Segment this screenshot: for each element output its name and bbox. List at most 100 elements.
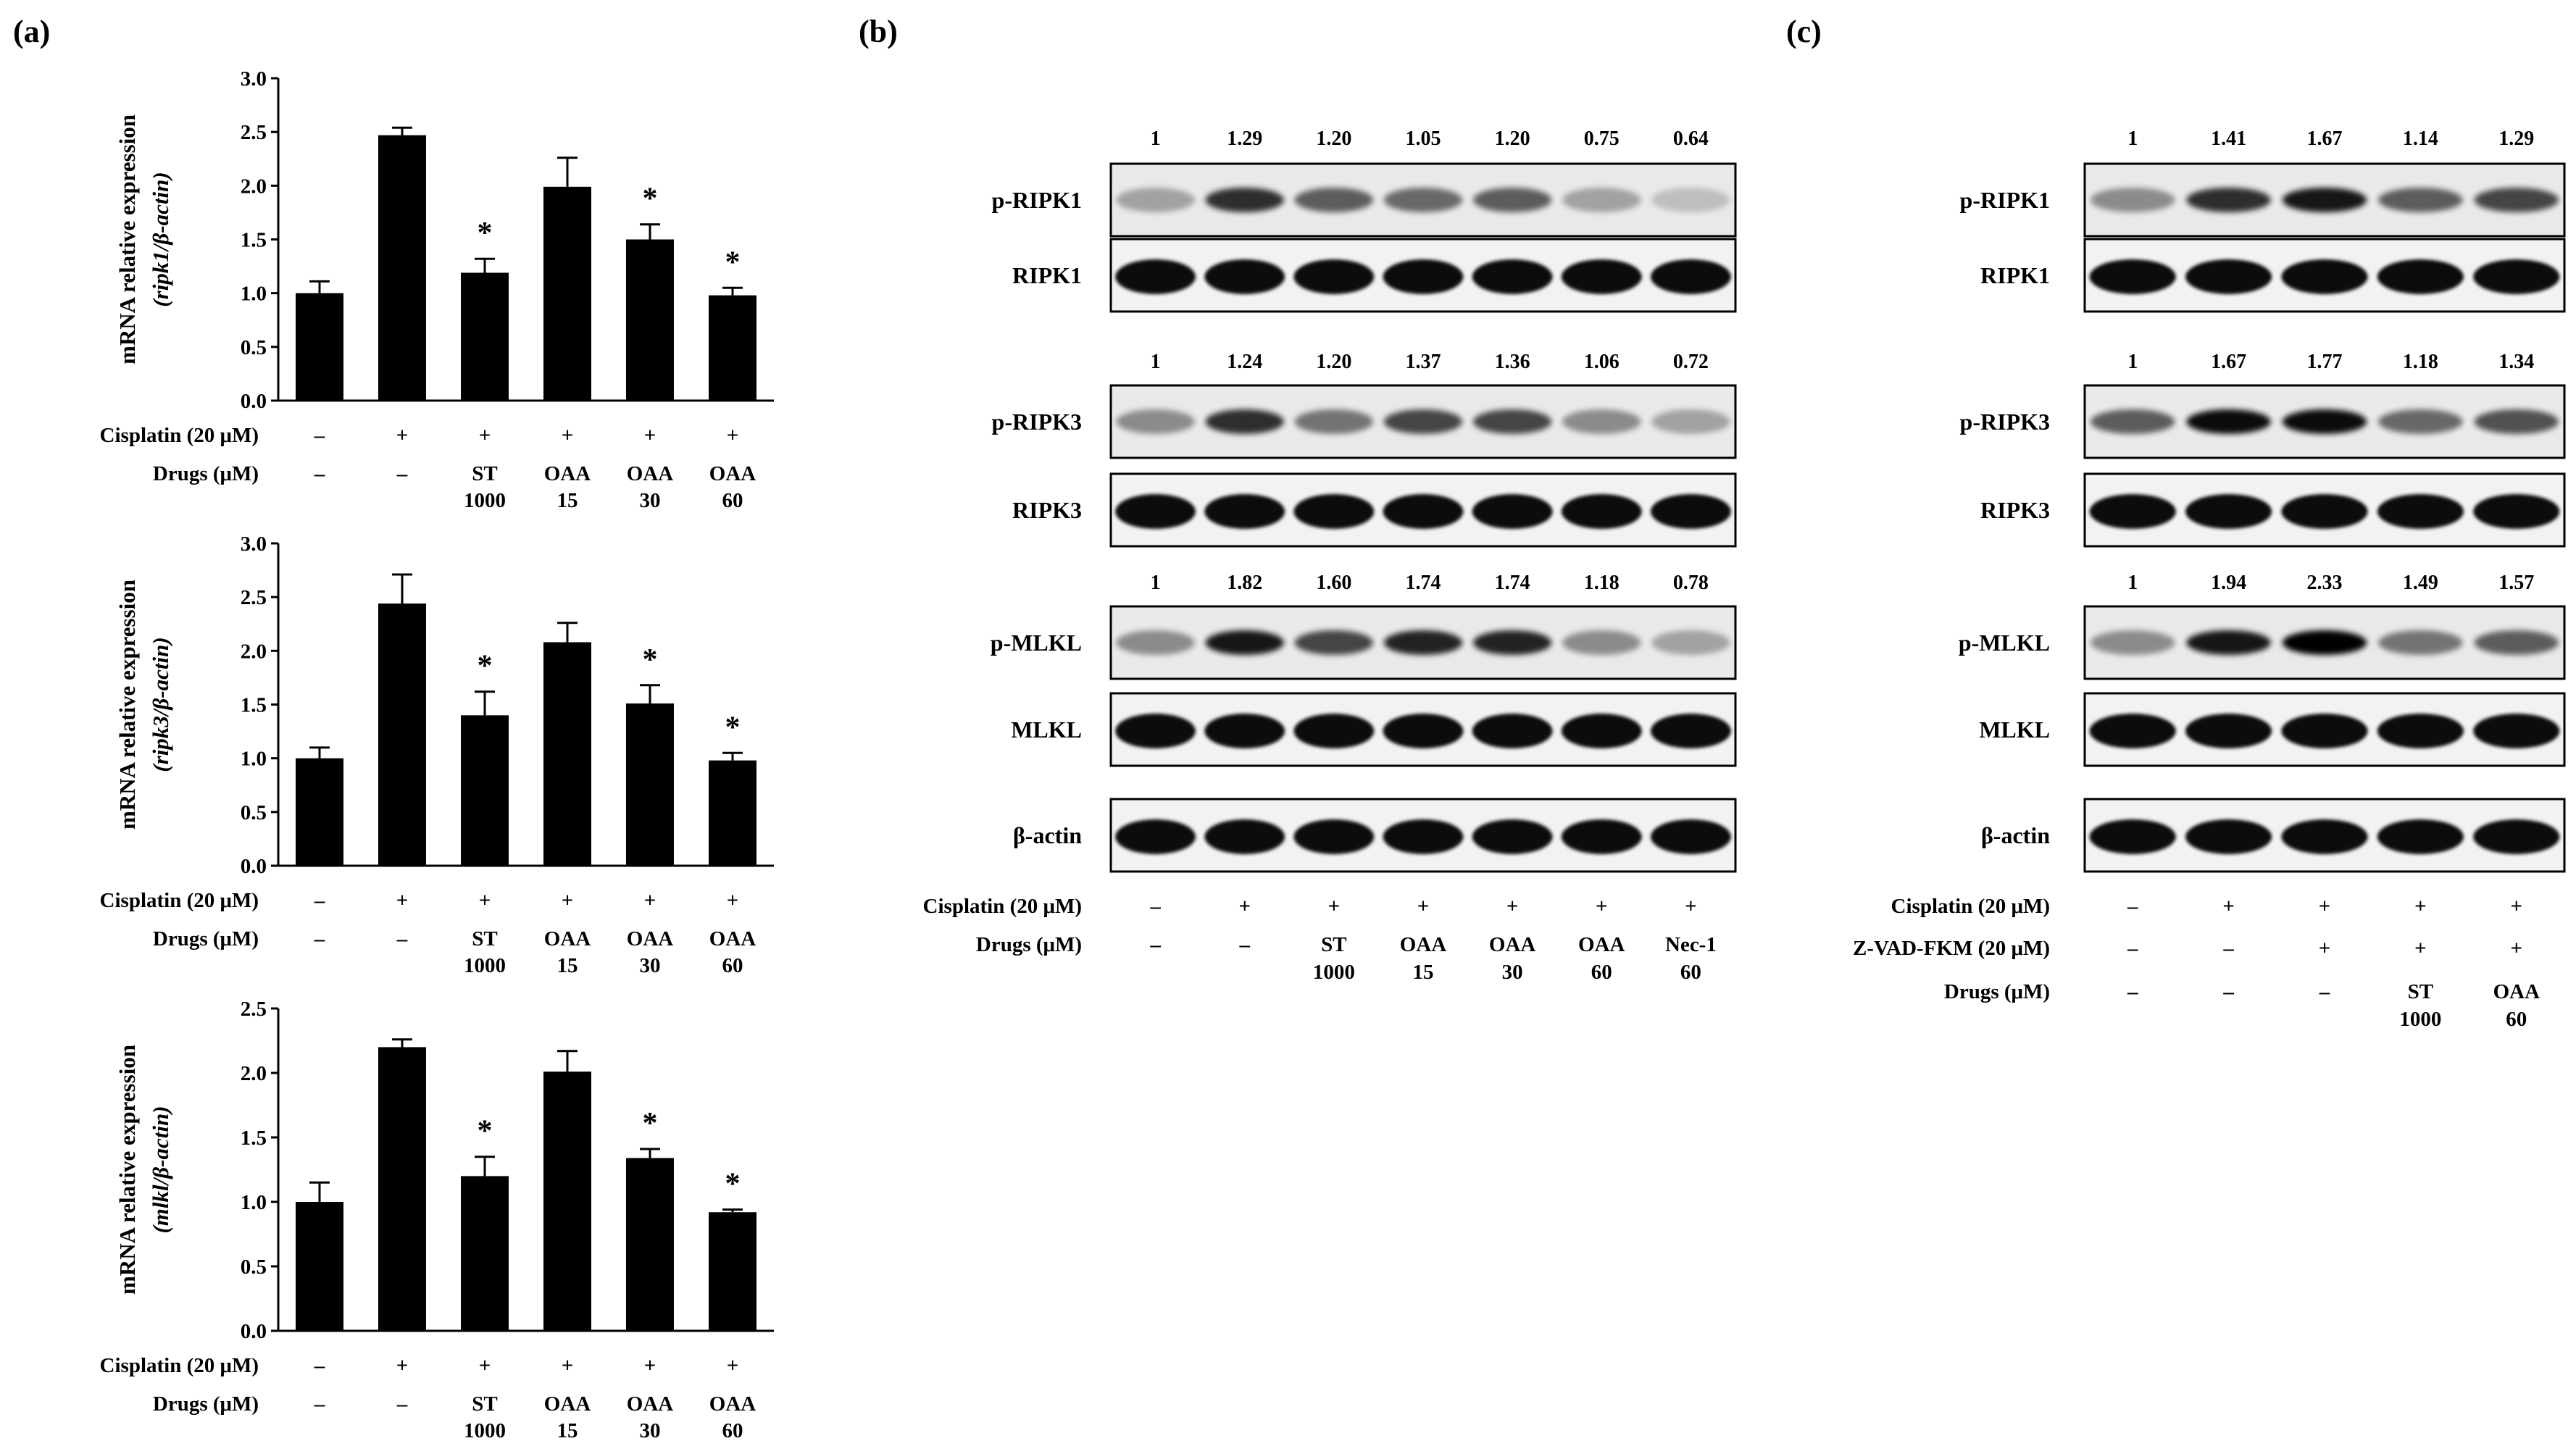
blot-band — [1115, 494, 1196, 529]
blot-band — [1472, 714, 1553, 748]
bar — [543, 1071, 591, 1331]
y-tick-label: 3.0 — [241, 532, 267, 556]
cisplatin-cell: + — [562, 889, 574, 912]
significance-mark: * — [725, 711, 741, 744]
significance-mark: * — [725, 1168, 741, 1201]
bar-chart-2: 0.0 0.5 1.0 1.5 2.0 2.5 3.0 mRNA relative expre… — [100, 532, 774, 977]
condition-cell: + — [1685, 895, 1697, 918]
quant-value: 1.05 — [1406, 128, 1441, 150]
condition-cell: – — [2222, 980, 2234, 1003]
cisplatin-cell: + — [644, 424, 656, 447]
bar — [296, 293, 343, 401]
y-tick-label: 1.0 — [241, 1191, 267, 1214]
condition-cell: + — [2414, 937, 2427, 960]
bar — [378, 603, 426, 866]
blot-band — [2185, 494, 2272, 529]
quant-value: 1.14 — [2403, 128, 2438, 150]
y-axis-label: mRNA relative expression — [114, 580, 140, 830]
blot-row-label: MLKL — [1979, 716, 2050, 743]
blot-band — [1115, 819, 1196, 854]
blot-band — [1651, 259, 1731, 294]
quant-value: 1.29 — [1227, 128, 1262, 150]
bar — [461, 715, 509, 866]
condition-dose-cell: 60 — [1680, 961, 1701, 984]
cisplatin-cell: + — [479, 1354, 491, 1377]
blot-band — [1383, 819, 1464, 854]
drug-cell: – — [396, 1392, 408, 1416]
condition-dose-cell: 60 — [1591, 961, 1612, 984]
drug-cell: OAA — [709, 927, 756, 950]
quant-value: 1.41 — [2211, 128, 2246, 150]
condition-cell: + — [1328, 895, 1341, 918]
quant-value: 1.20 — [1316, 351, 1351, 373]
condition-cell: – — [2127, 895, 2138, 918]
quant-value: 0.78 — [1673, 572, 1709, 594]
blot-band — [2185, 259, 2272, 294]
blot-band — [2089, 494, 2176, 529]
drug-dose-cell: 30 — [640, 954, 661, 977]
blot-band — [1472, 409, 1552, 434]
significance-mark: * — [478, 217, 493, 250]
blot-row-label: β-actin — [1981, 822, 2050, 848]
blot-band — [2089, 259, 2176, 294]
y-tick-label: 1.0 — [241, 283, 267, 306]
blot-band — [2281, 819, 2368, 854]
blot-band — [1562, 188, 1641, 212]
drug-cell: – — [314, 1392, 325, 1416]
drug-cell: – — [396, 927, 408, 950]
drug-cell: OAA — [627, 1392, 674, 1416]
bar — [709, 1212, 756, 1331]
blot-band — [1472, 494, 1553, 529]
y-axis-label: mRNA relative expression — [114, 1045, 140, 1295]
condition-cell: – — [1149, 895, 1161, 918]
cisplatin-cell: + — [562, 424, 574, 447]
drug-dose-cell: 30 — [640, 489, 661, 512]
bar — [709, 760, 756, 866]
y-axis-label-sub: (ripk1/β-actin) — [148, 172, 173, 306]
cisplatin-cell: + — [396, 424, 409, 447]
drug-cell: ST — [472, 462, 497, 485]
bar — [626, 703, 674, 866]
drugs-row-label: Drugs (μM) — [153, 1392, 259, 1416]
condition-cell: – — [2127, 980, 2138, 1003]
blot-row-p-ripk3: p-RIPK3 — [1960, 384, 2566, 459]
blot-band — [1383, 714, 1464, 748]
blot-band — [1472, 630, 1552, 655]
quant-value: 1.24 — [1227, 351, 1262, 373]
blot-band — [1205, 409, 1284, 434]
blot-row-label: RIPK1 — [1012, 262, 1082, 288]
drug-cell: – — [314, 927, 325, 950]
y-tick-label: 2.0 — [241, 640, 267, 663]
quant-value: 1.18 — [2403, 351, 2438, 373]
blot-row-mlkl: MLKL — [1979, 692, 2566, 767]
blot-band — [2282, 188, 2367, 212]
condition-cell: ST — [2408, 980, 2433, 1003]
condition-cell: – — [2222, 937, 2234, 960]
condition-cell: + — [2414, 895, 2427, 918]
blot-row-p-mlkl: p-MLKL — [1959, 605, 2566, 680]
drug-dose-cell: 15 — [557, 954, 578, 977]
blot-band — [1561, 714, 1642, 748]
blot-row-label: p-RIPK1 — [992, 187, 1082, 213]
blot-band — [2186, 409, 2271, 434]
blot-band — [1383, 409, 1463, 434]
drug-cell: ST — [472, 1392, 497, 1416]
quant-value: 0.64 — [1673, 128, 1709, 150]
blot-band — [1205, 630, 1284, 655]
cisplatin-cell: + — [727, 889, 739, 912]
blot-band — [2185, 714, 2272, 748]
quant-value: 1.34 — [2498, 351, 2534, 373]
blot-band — [2378, 409, 2463, 434]
panel-b-label: (b) — [859, 14, 898, 49]
significance-mark: * — [643, 183, 658, 216]
cisplatin-row-label: Cisplatin (20 μM) — [100, 889, 259, 912]
cisplatin-cell: + — [727, 424, 739, 447]
blot-row--actin: β-actin — [1981, 798, 2566, 873]
blot-row-label: p-RIPK3 — [1960, 409, 2050, 435]
significance-mark: * — [643, 643, 658, 677]
blot-band — [1293, 494, 1375, 529]
panel-c-label: (c) — [1786, 14, 1822, 49]
bar — [461, 272, 509, 401]
blot-band — [2473, 714, 2560, 748]
blot-band — [1204, 259, 1285, 294]
